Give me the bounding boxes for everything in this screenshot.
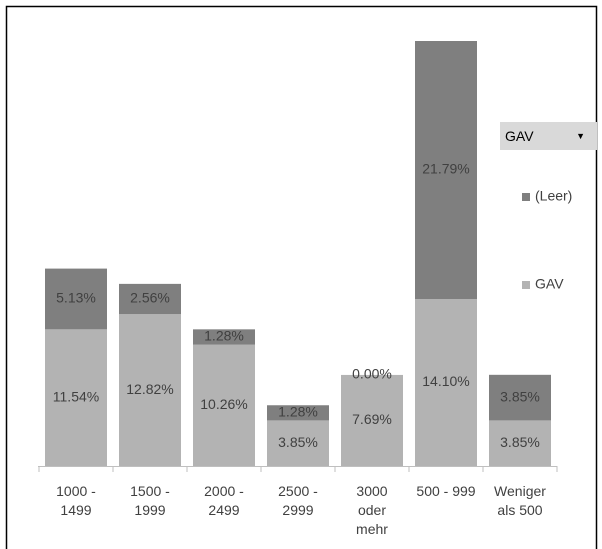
bar-segment bbox=[45, 329, 107, 466]
x-tick-label: 2000 - 2499 bbox=[204, 483, 244, 518]
bar-segment bbox=[267, 405, 329, 421]
value-label: 5.13% bbox=[56, 290, 96, 306]
value-label: 7.69% bbox=[352, 411, 392, 427]
bar-segment bbox=[341, 374, 403, 466]
bar-segment bbox=[119, 314, 181, 466]
value-label: 14.10% bbox=[422, 373, 469, 389]
value-label: 3.85% bbox=[500, 434, 540, 450]
legend-label: (Leer) bbox=[535, 188, 572, 204]
value-label: 21.79% bbox=[422, 161, 469, 177]
value-label: 3.85% bbox=[278, 434, 318, 450]
value-label: 10.26% bbox=[200, 396, 247, 412]
bar-segment bbox=[119, 283, 181, 315]
bar-segment bbox=[415, 41, 477, 300]
value-label: 2.56% bbox=[130, 290, 170, 306]
legend-swatch bbox=[522, 193, 530, 201]
value-label: 1.28% bbox=[278, 404, 318, 420]
bar-segment bbox=[267, 420, 329, 466]
x-tick-label: 2500 - 2999 bbox=[278, 483, 318, 518]
dropdown-arrow: ▼ bbox=[576, 131, 585, 141]
value-label: 11.54% bbox=[53, 388, 99, 404]
legend-swatch bbox=[522, 281, 530, 289]
bar-segment bbox=[415, 299, 477, 466]
bar-segment bbox=[193, 344, 255, 466]
x-tick-label: 1500 - 1999 bbox=[130, 483, 170, 518]
x-tick-label: 3000 oder mehr bbox=[356, 483, 388, 537]
value-label: 12.82% bbox=[126, 381, 173, 397]
value-label: 1.28% bbox=[204, 328, 244, 344]
legend-label: GAV bbox=[535, 276, 564, 292]
bar-segment bbox=[489, 420, 551, 466]
value-label: 3.85% bbox=[500, 388, 540, 404]
bar-segment bbox=[489, 374, 551, 421]
x-tick-label: 500 - 999 bbox=[416, 483, 476, 499]
x-tick-label: 1000 - 1499 bbox=[56, 483, 96, 518]
bar-segment bbox=[193, 329, 255, 345]
value-label: 0.00% bbox=[352, 366, 392, 382]
frame-border bbox=[5, 5, 598, 549]
x-tick-label: Weniger als 500 bbox=[494, 483, 546, 518]
filter-dropdown[interactable]: GAV ▼ bbox=[500, 122, 597, 150]
filter-label: GAV bbox=[505, 128, 534, 144]
bar-segment bbox=[45, 268, 107, 330]
